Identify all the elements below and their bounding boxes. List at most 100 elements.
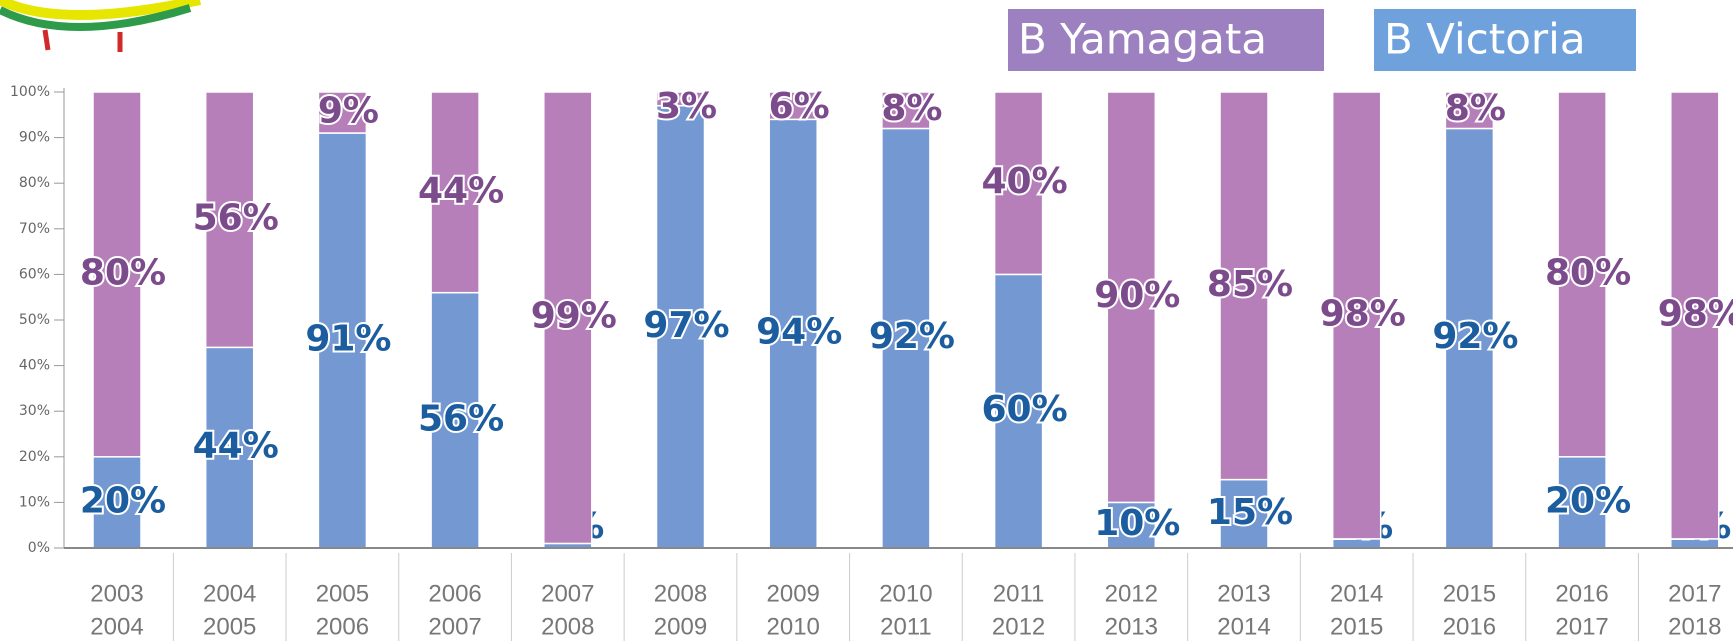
y-tick-label: 30% — [19, 403, 50, 419]
logo-arc — [0, 4, 192, 31]
x-tick-label: 2011 — [993, 580, 1045, 607]
x-tick-label: 2014 — [1330, 580, 1383, 607]
value-label: 40% — [982, 161, 1068, 202]
value-label: 20% — [80, 480, 166, 521]
value-label: 10% — [1094, 503, 1180, 544]
bar-segment — [1557, 456, 1607, 549]
legend-label: B Victoria — [1384, 15, 1586, 64]
x-tick-label: 2013 — [1105, 613, 1158, 640]
bar-segment — [881, 91, 931, 130]
value-label: 80% — [1545, 252, 1631, 293]
bar-segment — [768, 118, 818, 549]
x-tick-label: 2009 — [767, 580, 820, 607]
x-tick-label: 2005 — [316, 580, 369, 607]
value-label: 98% — [1658, 293, 1733, 334]
x-tick-label: 2010 — [767, 613, 820, 640]
value-label: 92% — [1432, 316, 1518, 357]
y-tick-label: 40% — [19, 358, 50, 374]
bar-segment — [993, 273, 1044, 549]
bar-segment — [1106, 91, 1157, 504]
bar-segment — [317, 91, 368, 134]
value-label: 92% — [869, 316, 955, 357]
x-tick-label: 2004 — [90, 613, 143, 640]
value-label: 44% — [193, 426, 279, 467]
x-tick-label: 2017 — [1555, 613, 1608, 640]
y-tick-label: 10% — [19, 494, 50, 510]
x-tick-label: 2008 — [654, 580, 707, 607]
y-tick-label: 50% — [19, 312, 50, 328]
y-tick-label: 60% — [19, 266, 50, 282]
bar-segment — [655, 104, 706, 549]
x-tick-label: 2007 — [541, 580, 594, 607]
value-label: 8% — [1445, 88, 1506, 129]
y-tick-label: 0% — [28, 540, 50, 556]
bar-segment — [1331, 91, 1382, 540]
bar-segment — [655, 91, 706, 107]
bar-segment — [317, 132, 368, 549]
bar-segment — [881, 127, 931, 549]
value-label: 56% — [418, 398, 504, 439]
x-tick-label: 2007 — [428, 613, 481, 640]
x-tick-label: 2011 — [880, 613, 932, 640]
bar-segment — [768, 91, 818, 121]
value-label: 85% — [1207, 264, 1293, 305]
x-tick-label: 2015 — [1330, 613, 1383, 640]
bar-segment — [1444, 127, 1495, 549]
bar-segment — [1219, 478, 1269, 549]
x-tick-label: 2003 — [90, 580, 143, 607]
x-tick-label: 2016 — [1443, 613, 1496, 640]
bar-segment — [430, 291, 480, 549]
value-label: 80% — [80, 252, 166, 293]
value-label: 97% — [643, 305, 729, 346]
value-label: 90% — [1094, 275, 1180, 316]
bar-segment — [204, 91, 255, 349]
value-label: 44% — [418, 170, 504, 211]
x-tick-label: 2014 — [1217, 613, 1270, 640]
value-label: 6% — [769, 86, 830, 127]
logo-spike — [42, 29, 51, 51]
value-label: 9% — [318, 91, 379, 132]
x-tick-label: 2015 — [1443, 580, 1496, 607]
value-label: 91% — [305, 319, 391, 360]
x-tick-label: 2012 — [992, 613, 1045, 640]
value-label: 99% — [531, 296, 617, 337]
y-tick-label: 70% — [19, 221, 50, 237]
value-label: 94% — [756, 312, 842, 353]
x-tick-label: 2018 — [1668, 613, 1721, 640]
x-tick-label: 2017 — [1668, 580, 1721, 607]
bar-segment — [204, 346, 255, 549]
bar-segment — [1670, 91, 1720, 540]
x-tick-label: 2006 — [316, 613, 369, 640]
bar-segment — [430, 91, 480, 294]
bar-segment — [543, 91, 593, 545]
x-tick-label: 2004 — [203, 580, 256, 607]
bar-segment — [1557, 91, 1607, 458]
x-tick-label: 2008 — [541, 613, 594, 640]
x-tick-label: 2009 — [654, 613, 707, 640]
x-tick-label: 2010 — [879, 580, 932, 607]
logo — [0, 0, 202, 52]
legend-label: B Yamagata — [1018, 15, 1267, 64]
logo-arc — [0, 0, 202, 20]
value-label: 3% — [656, 86, 717, 127]
bar-segment — [1219, 91, 1269, 481]
y-tick-label: 80% — [19, 175, 50, 191]
x-tick-label: 2006 — [428, 580, 481, 607]
value-label: 8% — [881, 88, 942, 129]
value-label: 98% — [1320, 293, 1406, 334]
x-tick-label: 2016 — [1555, 580, 1608, 607]
legend-swatch — [1374, 9, 1636, 71]
bar-segment — [1444, 91, 1495, 130]
y-tick-label: 90% — [19, 130, 50, 146]
x-tick-label: 2005 — [203, 613, 256, 640]
value-label: 15% — [1207, 492, 1293, 533]
legend-swatch — [1008, 9, 1324, 71]
x-tick-label: 2013 — [1217, 580, 1270, 607]
x-tick-label: 2012 — [1105, 580, 1158, 607]
y-tick-label: 100% — [10, 84, 50, 100]
value-label: 60% — [982, 389, 1068, 430]
bar-segment — [92, 91, 142, 458]
value-label: 20% — [1545, 480, 1631, 521]
bar-segment — [993, 91, 1044, 276]
